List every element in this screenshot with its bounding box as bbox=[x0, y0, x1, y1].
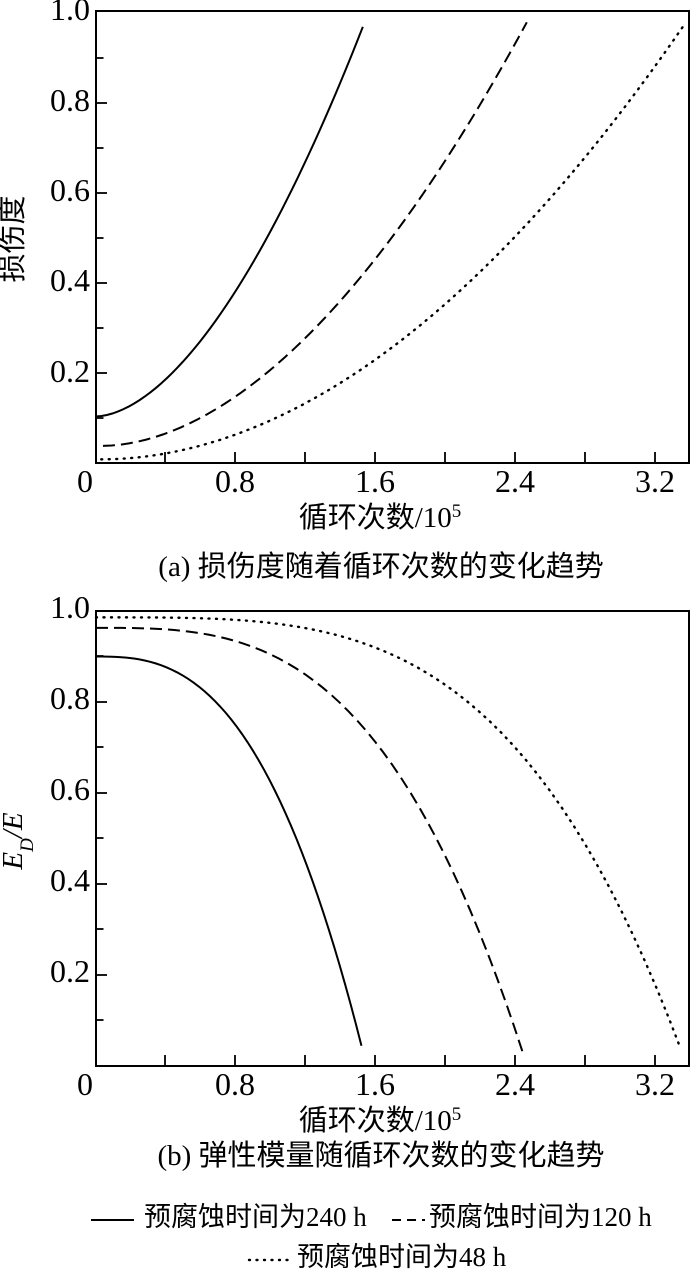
svg-text:0.8: 0.8 bbox=[50, 82, 90, 118]
svg-text:0.2: 0.2 bbox=[50, 953, 90, 989]
svg-text:3.2: 3.2 bbox=[635, 463, 675, 499]
svg-text:1.6: 1.6 bbox=[355, 463, 395, 499]
svg-text:(b) 弹性模量随循环次数的变化趋势: (b) 弹性模量随循环次数的变化趋势 bbox=[157, 1139, 604, 1172]
svg-text:1.0: 1.0 bbox=[50, 0, 90, 27]
svg-text:0.4: 0.4 bbox=[50, 862, 90, 898]
svg-text:损伤度: 损伤度 bbox=[0, 195, 29, 282]
svg-text:1.6: 1.6 bbox=[355, 1066, 395, 1102]
svg-text:0.4: 0.4 bbox=[50, 262, 90, 298]
svg-text:0.6: 0.6 bbox=[50, 771, 90, 807]
svg-text:3.2: 3.2 bbox=[635, 1066, 675, 1102]
svg-text:0.8: 0.8 bbox=[215, 463, 255, 499]
svg-text:循环次数/105: 循环次数/105 bbox=[299, 1104, 462, 1138]
svg-text:预腐蚀时间为240 h: 预腐蚀时间为240 h bbox=[144, 1202, 367, 1232]
svg-text:2.4: 2.4 bbox=[495, 1066, 535, 1102]
svg-text:0.2: 0.2 bbox=[50, 353, 90, 389]
svg-text:0.8: 0.8 bbox=[215, 1066, 255, 1102]
svg-text:0: 0 bbox=[77, 1066, 93, 1102]
svg-text:(a) 损伤度随着循环次数的变化趋势: (a) 损伤度随着循环次数的变化趋势 bbox=[158, 550, 603, 583]
svg-text:2.4: 2.4 bbox=[495, 463, 535, 499]
svg-text:预腐蚀时间为120 h: 预腐蚀时间为120 h bbox=[429, 1202, 652, 1232]
svg-text:0.8: 0.8 bbox=[50, 680, 90, 716]
svg-text:1.0: 1.0 bbox=[50, 589, 90, 625]
svg-text:预腐蚀时间为48 h: 预腐蚀时间为48 h bbox=[297, 1242, 507, 1272]
svg-text:0.6: 0.6 bbox=[50, 172, 90, 208]
svg-text:循环次数/105: 循环次数/105 bbox=[299, 501, 462, 535]
svg-text:0: 0 bbox=[77, 463, 93, 499]
